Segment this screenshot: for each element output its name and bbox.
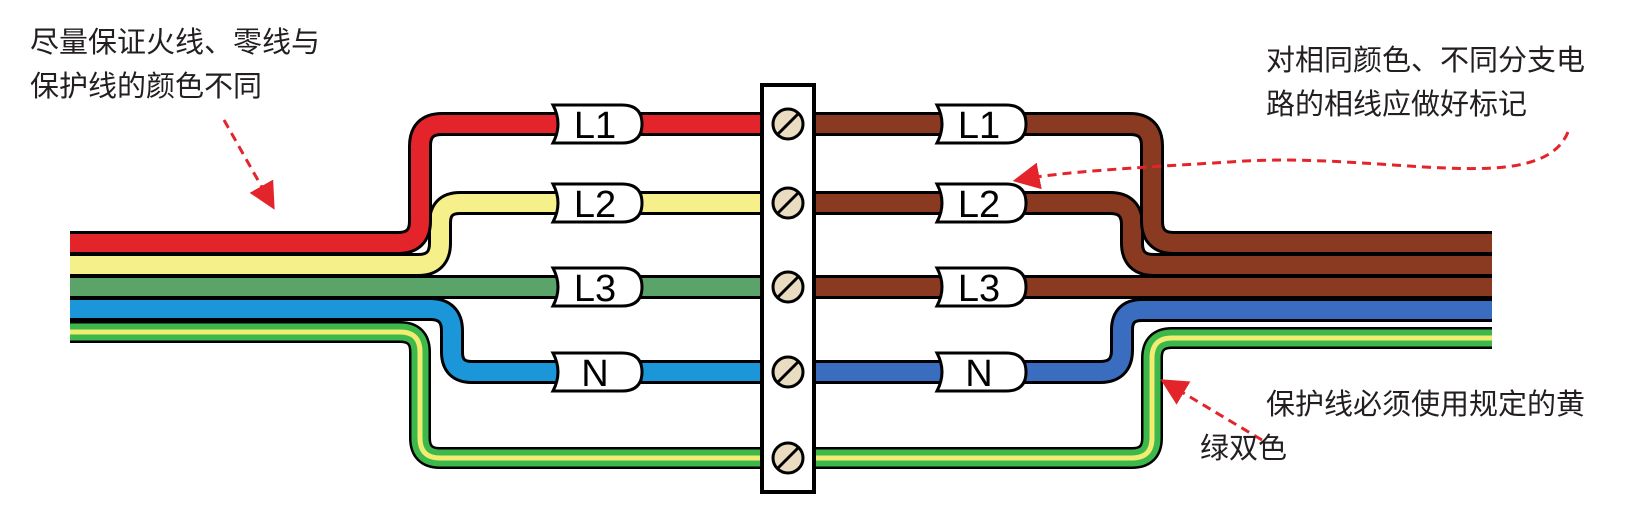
note-color-difference: 尽量保证火线、零线与 保护线的颜色不同 [30,20,320,108]
tag-label: L1 [574,105,616,147]
tag-right-n: N [934,351,1028,395]
dashed-arrow-bottom [1160,379,1263,442]
note-line: 绿双色 [1200,431,1288,465]
neutral-wire-right [810,298,1492,384]
note-branch-marking: 对相同颜色、不同分支电 路的相线应做好标记 [1266,38,1585,126]
screw-icon [771,441,805,475]
dashed-arrow-left [222,119,275,210]
tag-label: L1 [958,105,1000,147]
screw-icon [771,186,805,220]
tag-left-l1: L1 [550,103,644,147]
tag-label: N [965,353,992,395]
tag-right-l2: L2 [934,182,1028,226]
note-line: 尽量保证火线、零线与 [30,25,321,59]
tag-label: L2 [958,184,1000,226]
note-line: 对相同颜色、不同分支电 [1266,43,1586,77]
tag-left-n: N [550,351,644,395]
tag-left-l2: L2 [550,182,644,226]
l1-wire-left [70,112,770,255]
tag-label: N [581,353,608,395]
tag-label: L3 [958,268,1000,310]
neutral-wire-left [70,297,770,384]
note-line: 保护线必须使用规定的黄 [1266,387,1586,421]
screw-icon [771,107,805,141]
tag-right-l1: L1 [934,103,1028,147]
tag-label: L3 [574,268,616,310]
screw-icon [771,270,805,304]
tag-right-l3: L3 [934,266,1028,310]
screw-icon [771,355,805,389]
terminal-block [760,83,816,494]
tag-left-l3: L3 [550,266,644,310]
pe-wire-left [70,321,770,469]
l2-wire-left [70,191,770,277]
note-line: 保护线的颜色不同 [30,69,263,103]
note-pe-color: 保护线必须使用规定的黄 绿双色 [1200,382,1585,470]
tag-label: L2 [574,184,616,226]
note-line: 路的相线应做好标记 [1266,87,1528,121]
dashed-arrow-right [1012,131,1570,190]
pe-wire-right [810,327,1492,469]
l2-wire-right [810,191,1492,277]
l1-wire-right [810,112,1492,255]
